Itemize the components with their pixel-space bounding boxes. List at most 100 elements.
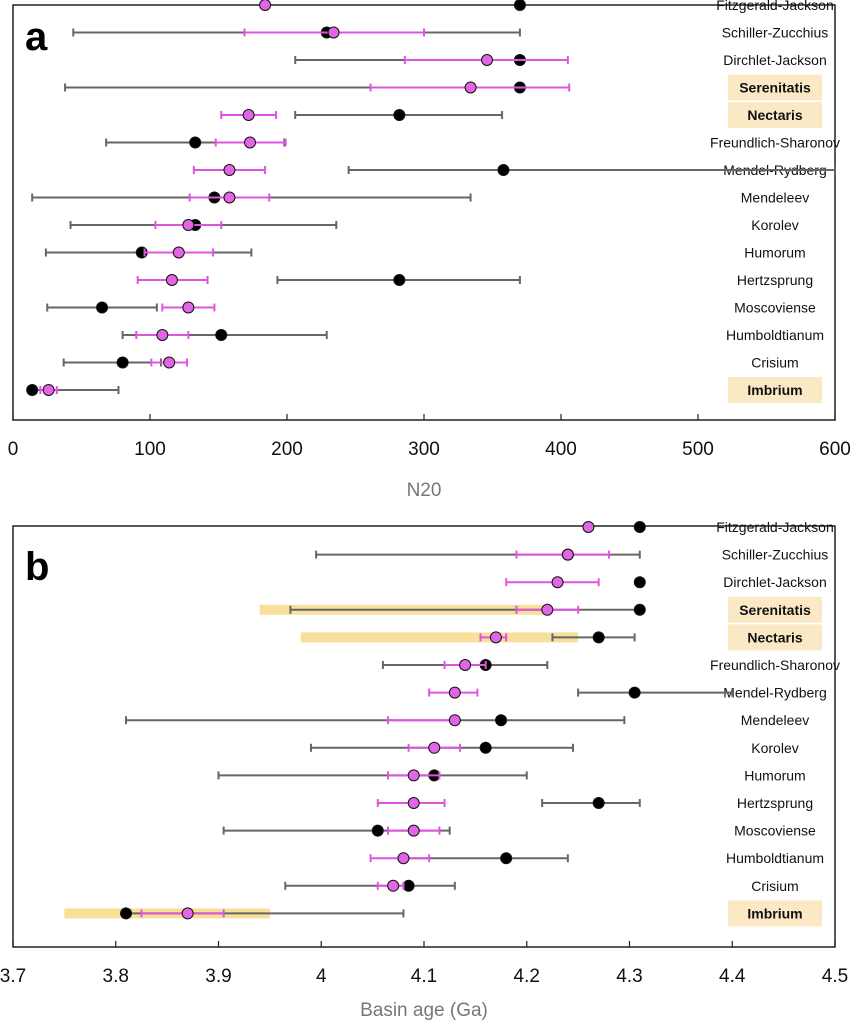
basin-label: Humboldtianum <box>726 327 824 343</box>
panel-b: b Fitzgerald-Jackson Schiller-Zucchius Dirc… <box>0 519 848 1021</box>
magenta-point <box>397 852 410 865</box>
basin-label: Freundlich-Sharonov <box>710 657 840 673</box>
x-tick-label: 500 <box>682 439 714 460</box>
basin-label: Crisium <box>751 878 798 894</box>
black-point <box>26 384 39 396</box>
basin-label: Fitzgerald-Jackson <box>716 519 834 535</box>
black-point <box>513 0 526 11</box>
black-point <box>495 714 508 727</box>
x-tick-label: 4 <box>316 966 327 987</box>
x-tick-label: 100 <box>134 439 166 460</box>
magenta-point <box>387 879 400 892</box>
black-point <box>633 521 646 533</box>
x-axis-title: N20 <box>407 480 442 501</box>
magenta-point <box>182 219 195 231</box>
magenta-point <box>582 521 595 533</box>
basin-label: Dirchlet-Jackson <box>723 52 826 68</box>
magenta-point <box>448 686 461 699</box>
basin-label: Freundlich-Sharonov <box>710 135 840 151</box>
magenta-point <box>464 81 477 94</box>
magenta-point <box>244 136 257 149</box>
black-point <box>189 136 202 149</box>
black-point <box>215 329 228 341</box>
magenta-point <box>172 246 185 259</box>
black-point <box>120 907 133 920</box>
highlight-label-box <box>728 102 822 128</box>
magenta-point <box>42 384 55 396</box>
basin-label: Mendeleev <box>741 190 810 206</box>
panel-letter: b <box>25 545 49 589</box>
magenta-point <box>481 54 494 66</box>
basin-label: Serenitatis <box>739 80 811 96</box>
magenta-point <box>407 769 420 782</box>
basin-label: Korolev <box>751 740 798 756</box>
panel-letter: a <box>25 15 48 59</box>
basin-label: Schiller-Zucchius <box>722 547 829 563</box>
basin-label: Schiller-Zucchius <box>722 25 829 41</box>
black-point <box>497 164 510 176</box>
x-tick-label: 3.7 <box>0 966 26 987</box>
x-tick-label: 4.1 <box>411 966 437 987</box>
black-point <box>592 631 605 644</box>
basin-label: Mendel-Rydberg <box>723 685 827 701</box>
highlight-label-box <box>728 900 822 927</box>
basin-label: Humorum <box>744 767 805 783</box>
black-point <box>96 301 109 314</box>
basin-label: Mendeleev <box>741 712 810 728</box>
black-point <box>393 109 406 121</box>
x-tick-label: 600 <box>819 439 851 460</box>
black-point <box>371 824 384 837</box>
magenta-point <box>165 274 178 286</box>
magenta-point <box>223 164 236 176</box>
black-point <box>479 741 492 754</box>
magenta-point <box>242 109 255 121</box>
basin-label: Hertzsprung <box>737 272 813 288</box>
magenta-point <box>551 576 564 589</box>
black-point <box>628 686 641 699</box>
plot-frame <box>12 4 836 421</box>
black-point <box>633 603 646 616</box>
x-tick-label: 4.3 <box>616 966 642 987</box>
magenta-point <box>561 548 574 561</box>
basin-label: Humorum <box>744 245 805 261</box>
magenta-point <box>448 714 461 727</box>
magenta-point <box>459 659 472 671</box>
x-tick-label: 200 <box>271 439 303 460</box>
highlight-band-nectaris <box>300 632 579 643</box>
x-tick-label: 3.9 <box>205 966 231 987</box>
magenta-point <box>163 356 176 369</box>
highlight-label-box <box>728 74 822 101</box>
highlight-label-box <box>728 624 822 651</box>
black-point <box>116 356 129 369</box>
black-point <box>500 852 513 865</box>
x-tick-label: 300 <box>408 439 440 460</box>
magenta-point <box>407 797 420 809</box>
plot-frame <box>12 525 836 948</box>
basin-label: Crisium <box>751 355 798 371</box>
basin-label: Imbrium <box>747 382 802 398</box>
basin-label: Moscoviense <box>734 823 816 839</box>
black-point <box>592 797 605 809</box>
x-tick-label: 4.2 <box>514 966 540 987</box>
basin-label: Imbrium <box>747 905 802 921</box>
panel-a: a Fitzgerald-Jackson Schiller-Zucchius Dirc… <box>8 0 851 501</box>
magenta-point <box>259 0 272 11</box>
basin-label: Serenitatis <box>739 602 811 618</box>
magenta-point <box>182 301 195 314</box>
highlight-label-box <box>728 377 822 403</box>
x-tick-label: 0 <box>8 439 19 460</box>
basin-label: Humboldtianum <box>726 850 824 866</box>
x-tick-label: 3.8 <box>103 966 129 987</box>
x-tick-label: 4.4 <box>719 966 746 987</box>
basin-label: Korolev <box>751 217 798 233</box>
magenta-point <box>489 631 502 644</box>
black-point <box>402 879 415 892</box>
magenta-point <box>407 824 420 837</box>
black-point <box>393 274 406 286</box>
basin-label: Nectaris <box>747 107 802 123</box>
magenta-point <box>327 26 340 39</box>
x-axis-title: Basin age (Ga) <box>360 1000 488 1021</box>
basin-label: Hertzsprung <box>737 795 813 811</box>
basin-label: Fitzgerald-Jackson <box>716 0 834 13</box>
